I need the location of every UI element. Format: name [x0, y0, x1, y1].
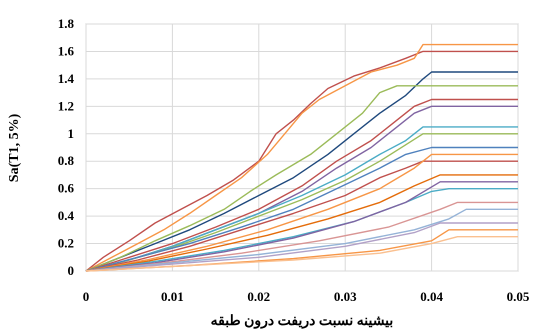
series-line-2: [85, 43, 518, 272]
x-axis-title: بیشینه نسبت دریفت درون طبقه: [211, 314, 394, 329]
x-tick-label: 0.01: [161, 289, 184, 304]
x-tick-label: 0.04: [420, 289, 443, 304]
y-tick-label: 0.6: [58, 181, 75, 196]
data-series: [85, 43, 518, 272]
series-line-7: [85, 126, 518, 272]
series-line-14: [85, 181, 518, 272]
series-line-9: [85, 146, 518, 272]
y-tick-label: 0.8: [58, 153, 75, 168]
series-line-10: [85, 160, 518, 272]
series-line-11: [85, 153, 518, 272]
series-line-19: [85, 235, 518, 272]
y-tick-label: 1: [68, 126, 75, 141]
series-line-16: [85, 208, 518, 272]
y-tick-label: 0.2: [58, 236, 74, 251]
x-tick-label: 0.05: [507, 289, 530, 304]
series-line-15: [85, 201, 518, 272]
y-tick-label: 1.4: [58, 71, 75, 86]
series-line-12: [85, 174, 518, 272]
x-tick-label: 0.02: [247, 289, 270, 304]
x-tick-label: 0.03: [334, 289, 357, 304]
x-tick-label: 0: [83, 289, 90, 304]
y-tick-label: 1.2: [58, 98, 74, 113]
y-tick-label: 1.6: [58, 43, 75, 58]
series-line-1: [85, 50, 518, 272]
y-axis-title: Sa(T1, 5%): [7, 113, 22, 182]
tick-labels: 0 0.2 0.4 0.6 0.8 1 1.2 1.4 1.6 1.8 0 0.01 0.02 0.03 0…: [58, 16, 530, 304]
y-tick-label: 0.4: [58, 208, 75, 223]
y-tick-label: 0: [68, 263, 75, 278]
series-line-3: [85, 71, 518, 272]
y-tick-label: 1.8: [58, 16, 75, 31]
series-line-17: [85, 222, 518, 272]
series-line-5: [85, 98, 518, 272]
series-line-4: [85, 85, 518, 272]
